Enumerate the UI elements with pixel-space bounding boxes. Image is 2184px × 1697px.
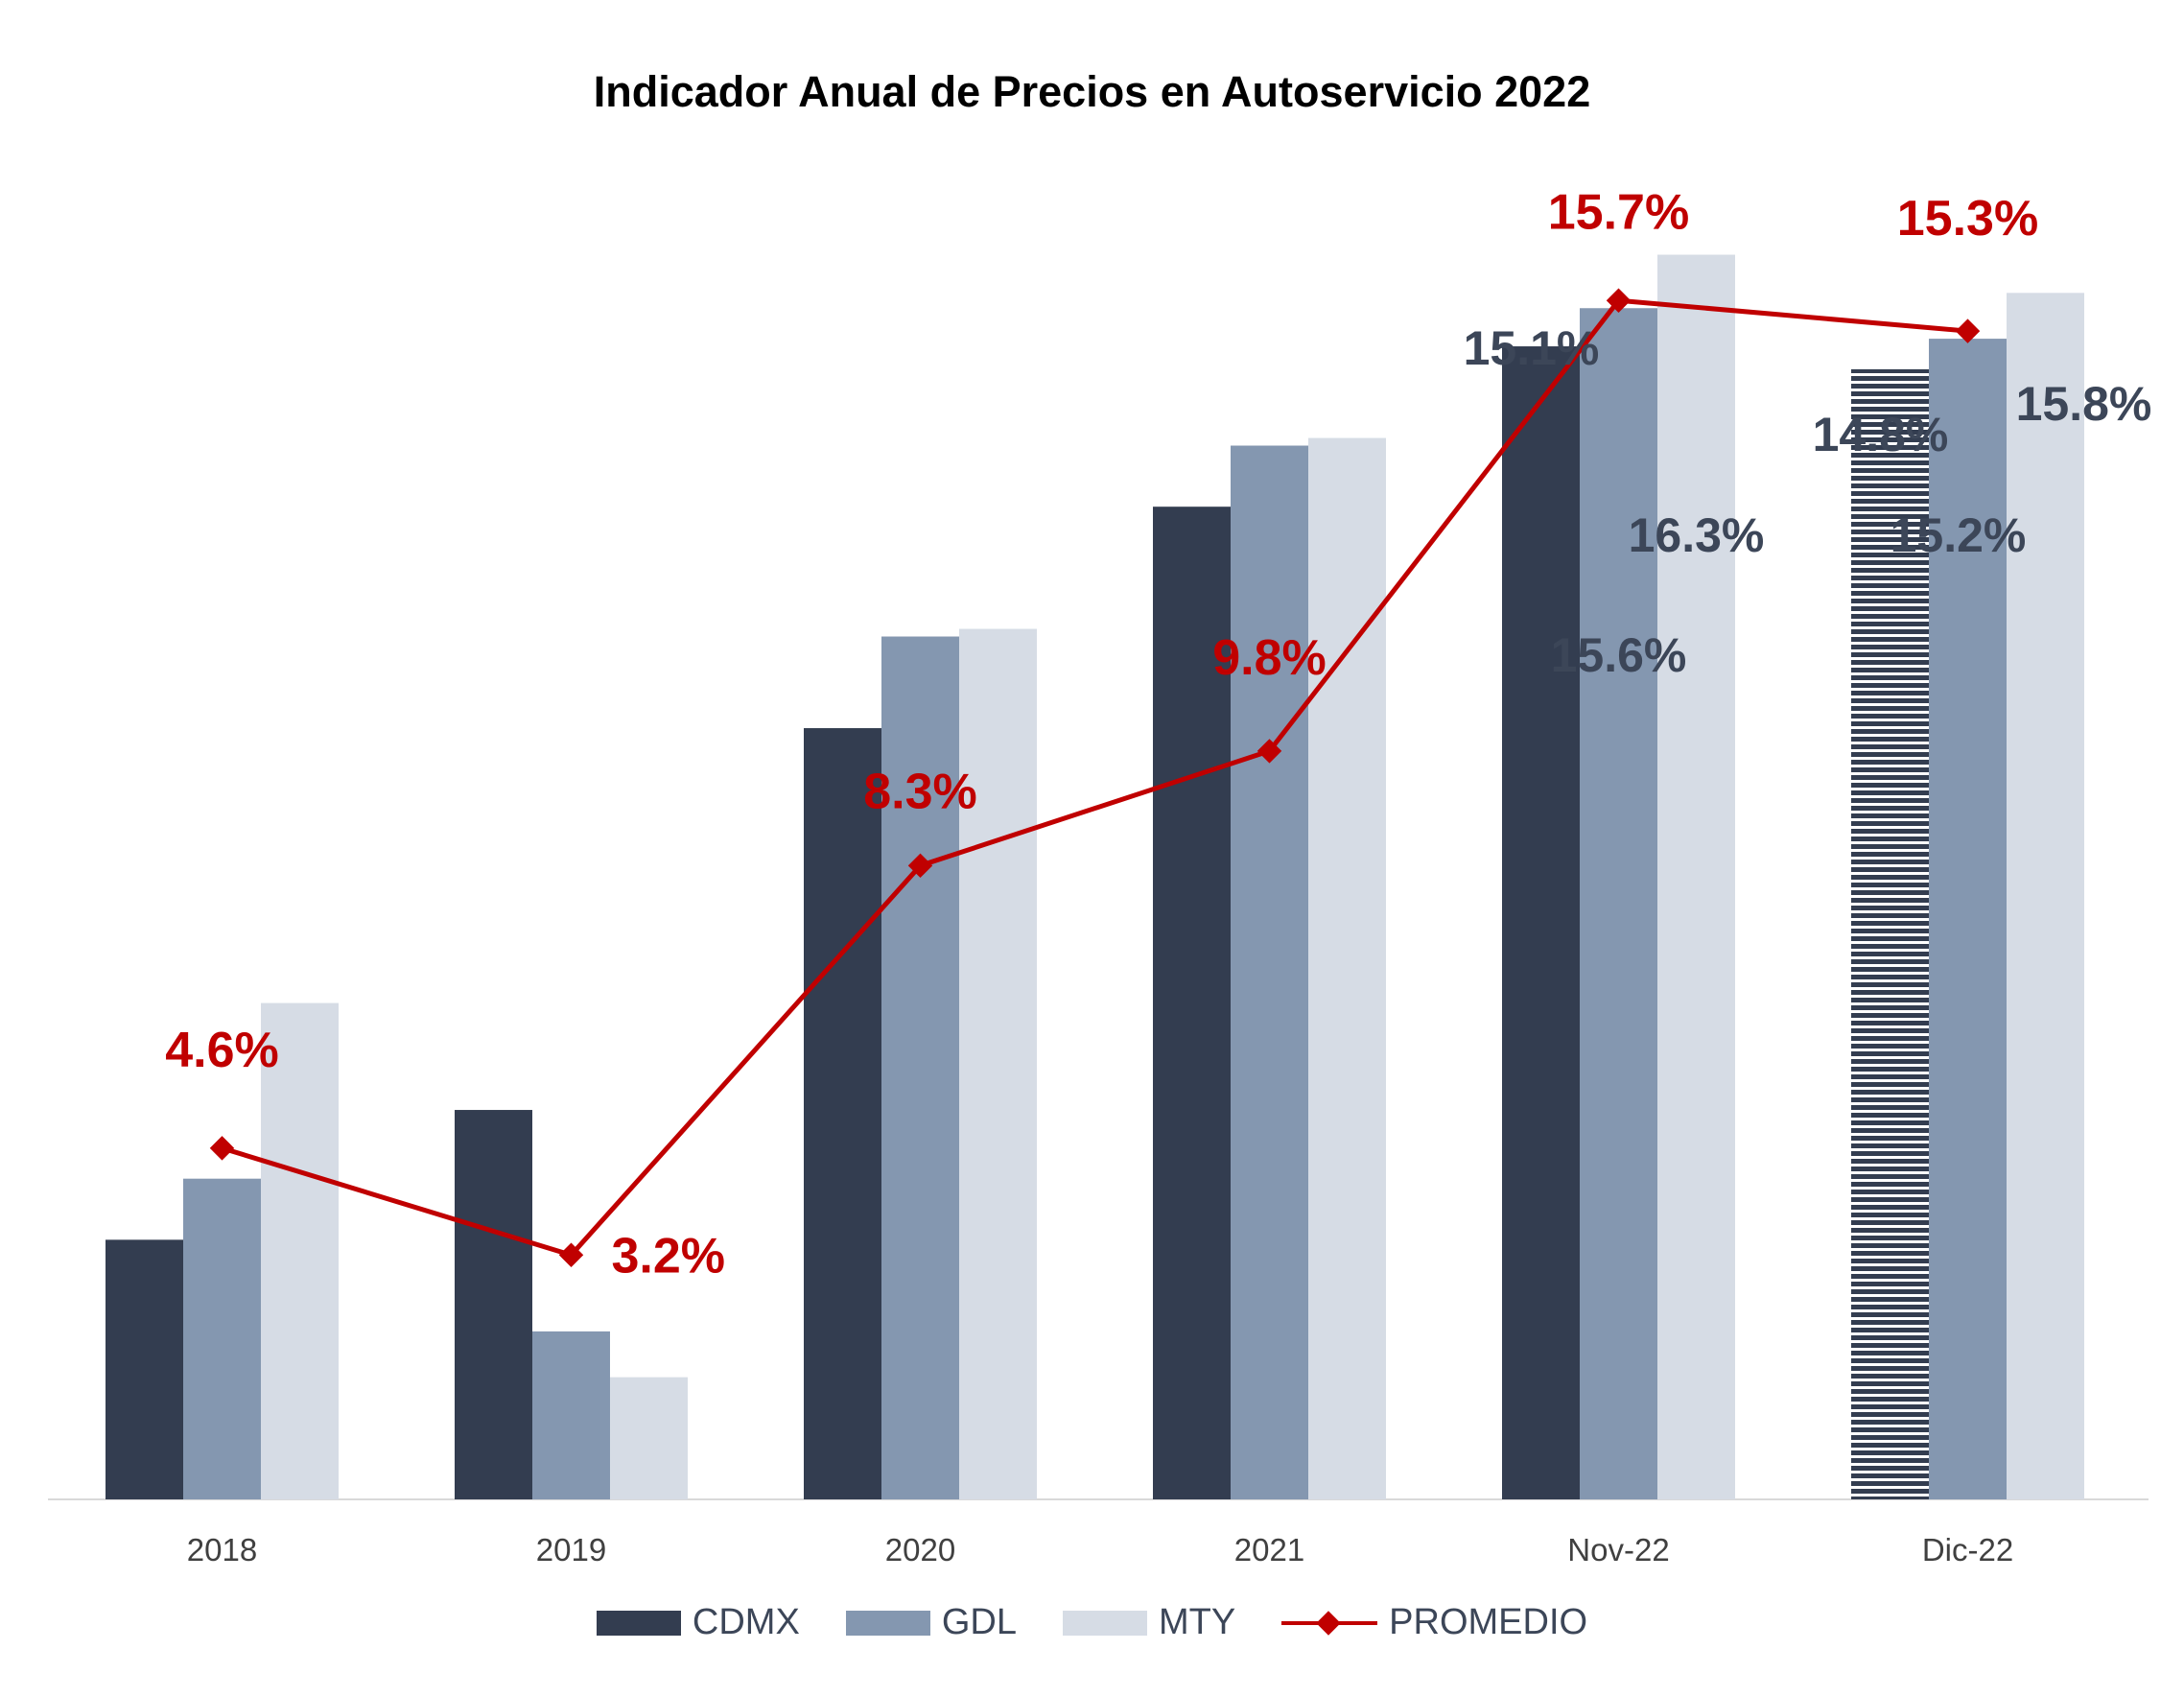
legend-label-mty: MTY	[1158, 1602, 1236, 1642]
legend-item-gdl[interactable]: GDL	[845, 1602, 1017, 1643]
data-label-promedio-dic-22: 15.3%	[1897, 191, 2038, 247]
bar-mty-2019[interactable]	[610, 1377, 688, 1499]
bar-cdmx-2020[interactable]	[804, 728, 881, 1499]
bar-cdmx-2018[interactable]	[106, 1239, 183, 1499]
x-tick-label-2020: 2020	[885, 1532, 955, 1567]
bar-gdl-2018[interactable]	[183, 1178, 261, 1499]
x-tick-label-2018: 2018	[187, 1532, 257, 1567]
chart-title: Indicador Anual de Precios en Autoservic…	[593, 67, 1591, 116]
data-label-mty-nov-22: 16.3%	[1629, 508, 1765, 562]
bar-cdmx-dic-22[interactable]	[1851, 368, 1929, 1499]
bar-mty-dic-22[interactable]	[2007, 293, 2084, 1499]
bar-gdl-nov-22[interactable]	[1580, 308, 1657, 1499]
x-tick-label-2019: 2019	[536, 1532, 606, 1567]
point-promedio-2020[interactable]	[907, 853, 933, 879]
legend-item-mty[interactable]: MTY	[1062, 1602, 1236, 1643]
data-label-promedio-2018: 4.6%	[165, 1023, 279, 1078]
point-promedio-2018[interactable]	[209, 1136, 235, 1161]
data-label-mty-dic-22: 15.8%	[2016, 377, 2152, 431]
line-promedio	[221, 297, 1968, 1259]
data-label-promedio-2021: 9.8%	[1212, 630, 1327, 686]
bar-cdmx-2021[interactable]	[1153, 507, 1231, 1500]
chart-legend: CDMX GDL MTY PROMEDIO	[0, 1602, 2184, 1643]
legend-swatch-mty	[1062, 1610, 1147, 1636]
legend-swatch-promedio	[1281, 1610, 1378, 1636]
bar-gdl-2021[interactable]	[1231, 445, 1308, 1499]
bar-cdmx-nov-22[interactable]	[1502, 346, 1580, 1499]
bar-cdmx-2019[interactable]	[455, 1110, 532, 1499]
bar-gdl-2020[interactable]	[881, 636, 959, 1499]
bar-mty-2020[interactable]	[959, 628, 1037, 1499]
legend-label-cdmx: CDMX	[692, 1602, 800, 1642]
x-tick-label-dic-22: Dic-22	[1922, 1532, 2013, 1567]
legend-item-cdmx[interactable]: CDMX	[596, 1602, 800, 1643]
legend-item-promedio[interactable]: PROMEDIO	[1281, 1602, 1587, 1643]
legend-swatch-cdmx	[596, 1610, 681, 1636]
legend-label-promedio: PROMEDIO	[1389, 1602, 1588, 1642]
bar-mty-2018[interactable]	[261, 1002, 339, 1499]
legend-label-gdl: GDL	[941, 1602, 1017, 1642]
data-label-cdmx-nov-22: 15.1%	[1464, 321, 1600, 375]
x-tick-label-nov-22: Nov-22	[1567, 1532, 1669, 1567]
data-label-gdl-nov-22: 15.6%	[1551, 628, 1687, 682]
data-label-promedio-nov-22: 15.7%	[1548, 184, 1689, 240]
bar-gdl-dic-22[interactable]	[1929, 339, 2007, 1500]
data-label-promedio-2019: 3.2%	[612, 1228, 726, 1284]
bar-gdl-2019[interactable]	[532, 1331, 610, 1499]
x-tick-label-2021: 2021	[1234, 1532, 1304, 1567]
data-label-cdmx-dic-22: 14.8%	[1813, 408, 1949, 461]
legend-swatch-gdl	[845, 1610, 930, 1636]
bar-mty-nov-22[interactable]	[1657, 254, 1735, 1499]
data-label-promedio-2020: 8.3%	[863, 764, 977, 819]
data-label-gdl-dic-22: 15.2%	[1890, 508, 2027, 562]
bar-mty-2021[interactable]	[1308, 437, 1386, 1499]
